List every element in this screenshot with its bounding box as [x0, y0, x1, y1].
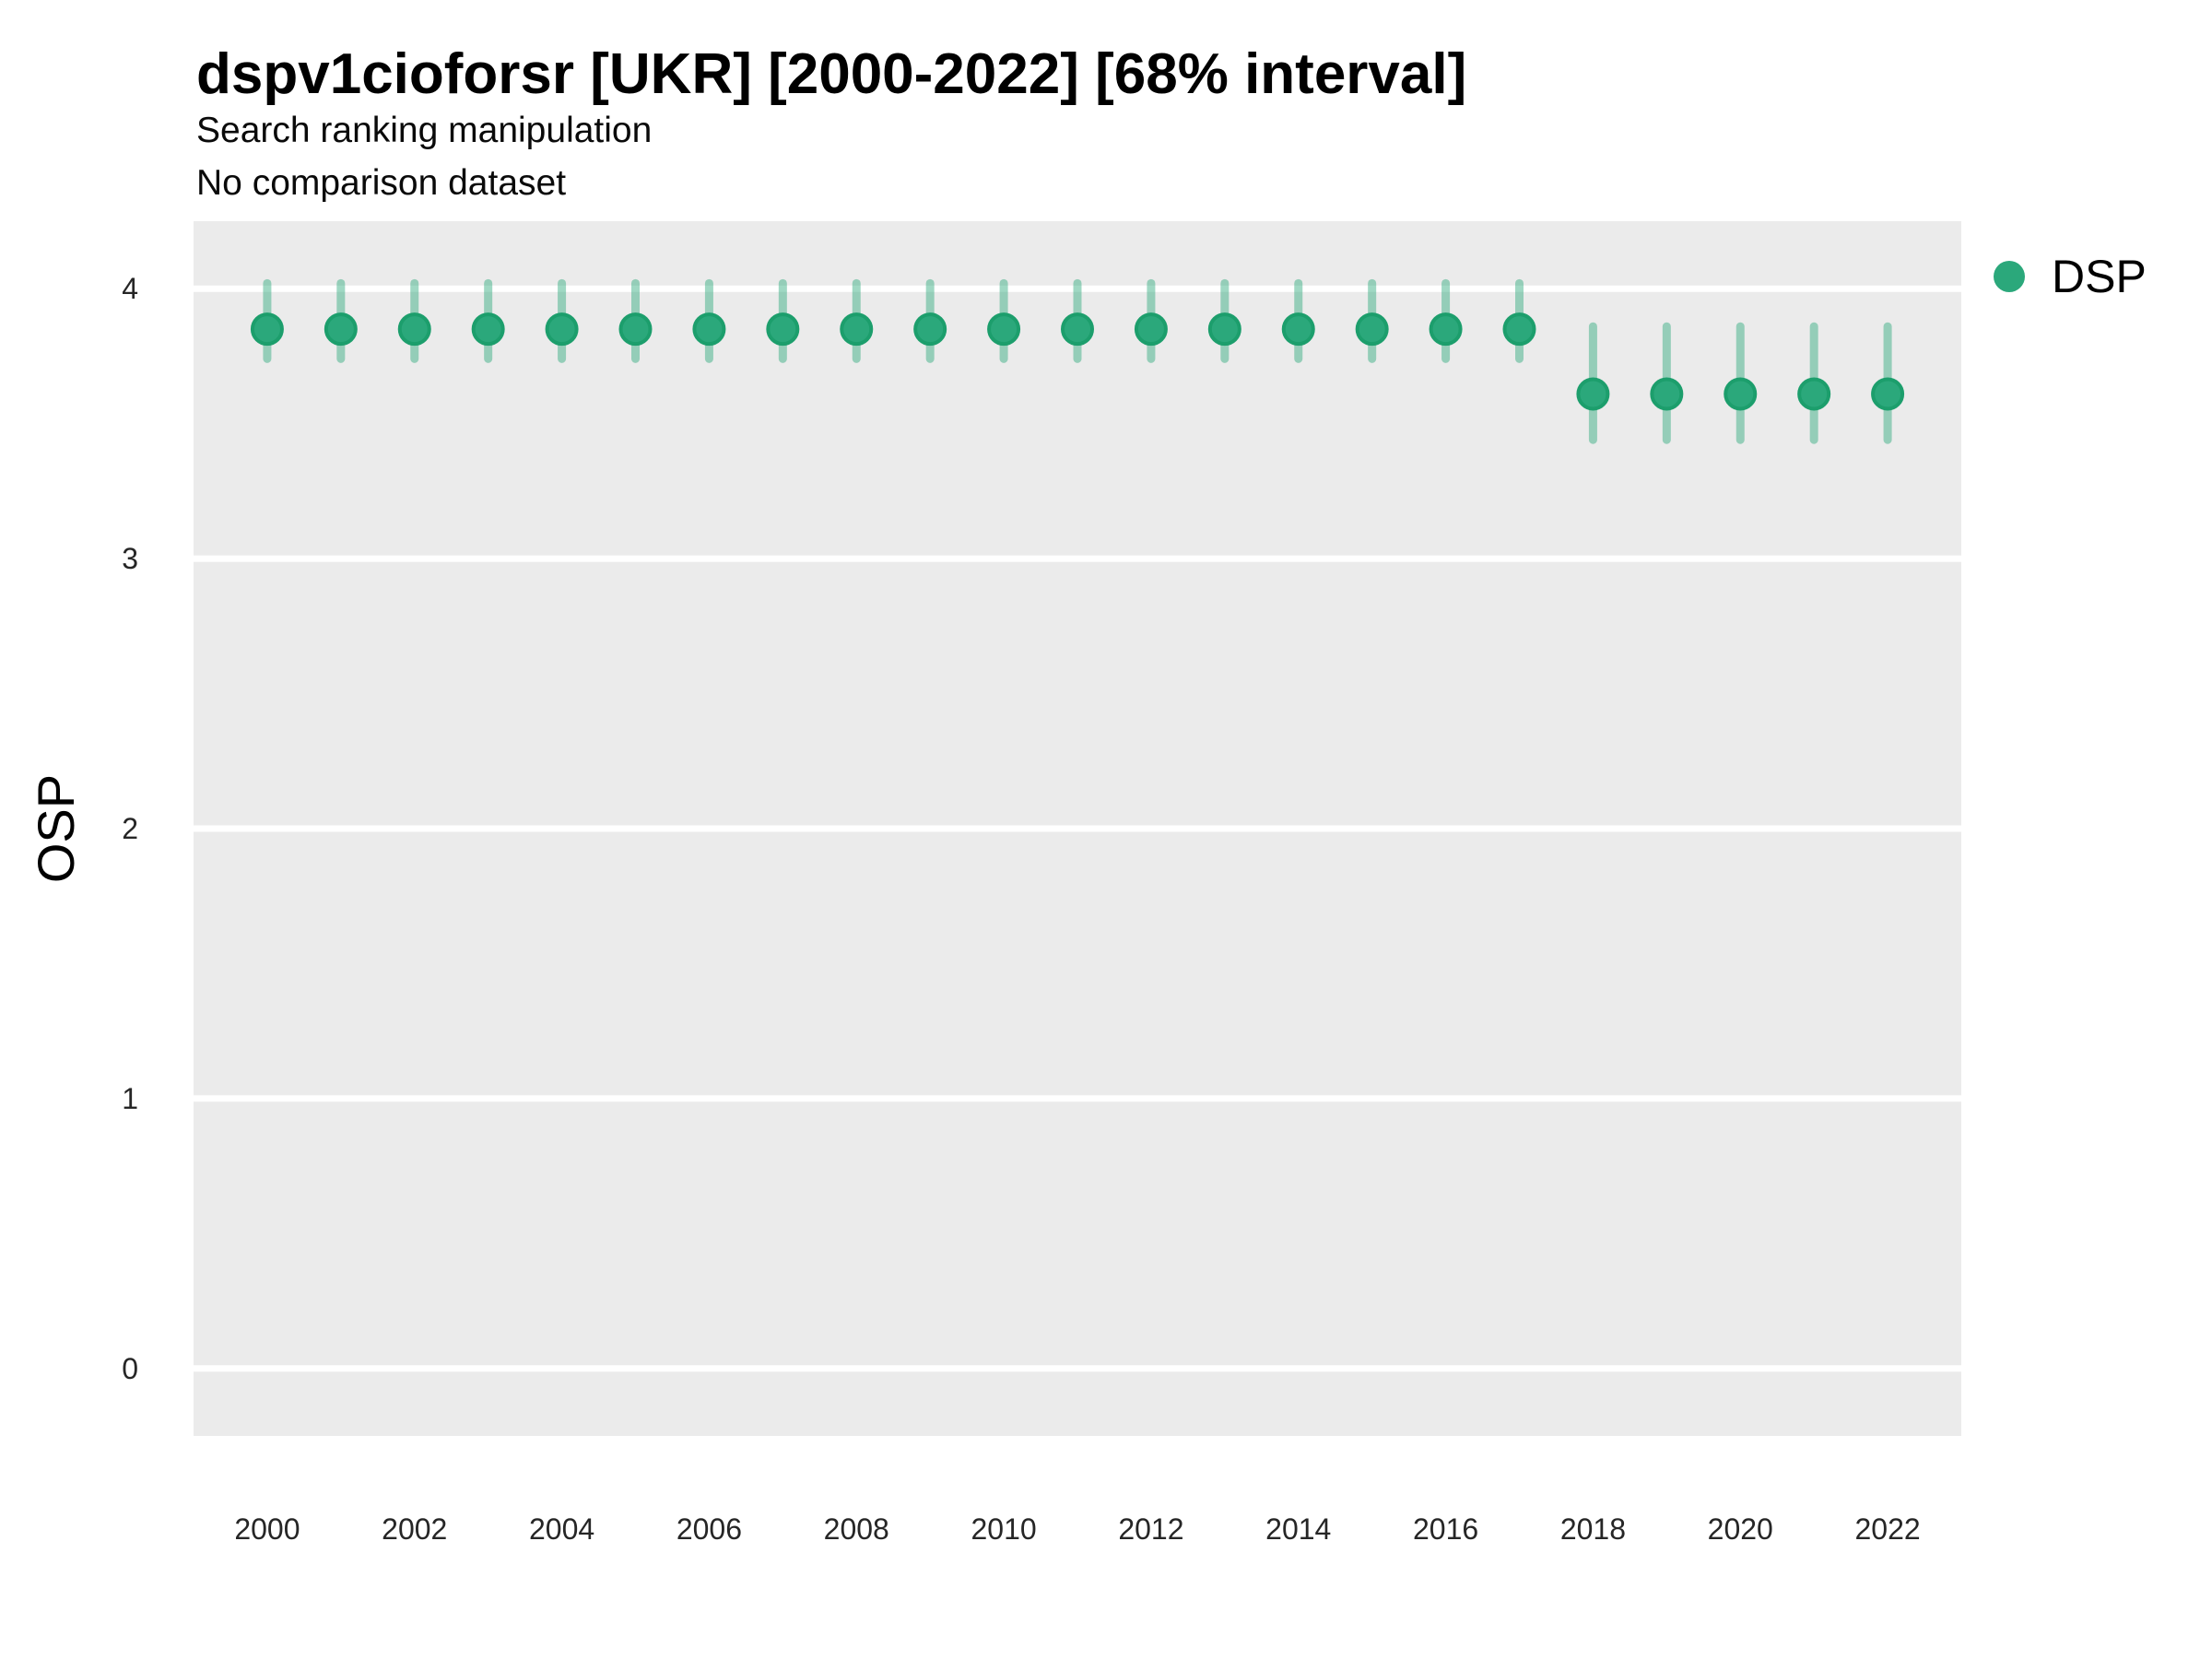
data-point [1207, 312, 1241, 347]
data-point [397, 312, 431, 347]
data-point [987, 312, 1021, 347]
legend-label: DSP [2052, 251, 2147, 302]
x-tick-label: 2020 [1708, 1512, 1773, 1546]
data-point [545, 312, 579, 347]
data-point [766, 312, 800, 347]
chart-subtitle-line-2: No comparison dataset [196, 163, 567, 203]
x-tick-label: 2010 [971, 1512, 1036, 1546]
data-point [324, 312, 358, 347]
x-tick-label: 2014 [1265, 1512, 1331, 1546]
x-tick-label: 2000 [234, 1512, 300, 1546]
y-tick-label: 1 [122, 1082, 138, 1115]
x-tick-label: 2022 [1854, 1512, 1920, 1546]
data-point [692, 312, 726, 347]
y-axis-title: OSP [27, 774, 85, 883]
data-point [913, 312, 947, 347]
x-tick-label: 2002 [382, 1512, 447, 1546]
data-point [471, 312, 505, 347]
y-tick-label: 4 [122, 272, 138, 305]
data-point [1724, 377, 1758, 411]
data-point [250, 312, 284, 347]
data-point [1650, 377, 1684, 411]
x-tick-label: 2006 [677, 1512, 742, 1546]
x-tick-label: 2008 [824, 1512, 889, 1546]
x-tick-label: 2016 [1413, 1512, 1478, 1546]
x-tick-label: 2012 [1118, 1512, 1183, 1546]
data-point [1061, 312, 1094, 347]
legend: DSP [1994, 245, 2147, 308]
chart-title: dspv1cioforsr [UKR] [2000-2022] [68% int… [196, 42, 1467, 106]
x-tick-label: 2018 [1560, 1512, 1626, 1546]
data-point [1576, 377, 1610, 411]
data-point [1134, 312, 1168, 347]
data-point [1502, 312, 1536, 347]
data-point [1281, 312, 1315, 347]
data-point [618, 312, 653, 347]
y-tick-label: 3 [122, 542, 138, 575]
data-point [1797, 377, 1831, 411]
x-tick-label: 2004 [529, 1512, 594, 1546]
legend-dot-icon [1994, 261, 2025, 292]
y-tick-label: 0 [122, 1352, 138, 1385]
data-point [840, 312, 874, 347]
y-tick-label: 2 [122, 812, 138, 845]
chart-subtitle-line-1: Search ranking manipulation [196, 111, 653, 150]
data-point [1871, 377, 1905, 411]
data-point [1355, 312, 1389, 347]
data-point [1429, 312, 1463, 347]
